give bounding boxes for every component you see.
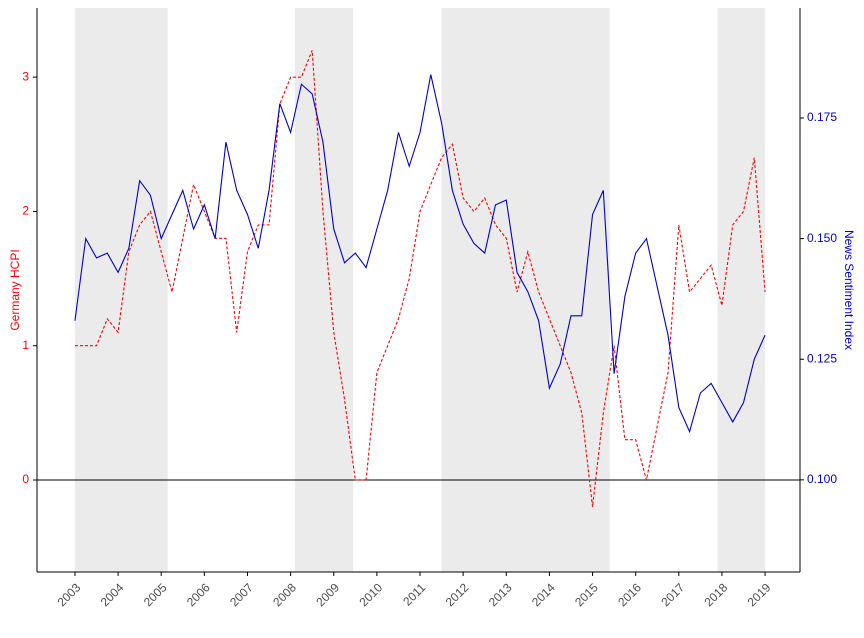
y2-tick-label: 0.150 [807, 231, 837, 245]
y-tick-label: 0 [22, 472, 29, 486]
x-tick-label: 2003 [55, 580, 84, 609]
y2-tick-label: 0.100 [807, 472, 837, 486]
x-tick-label: 2015 [572, 580, 601, 609]
x-tick-label: 2005 [141, 580, 170, 609]
shaded-period [441, 8, 610, 572]
y2-tick-label: 0.175 [807, 110, 837, 124]
x-tick-label: 2016 [615, 580, 644, 609]
y2-tick-label: 0.125 [807, 351, 837, 365]
x-tick-label: 2008 [270, 580, 299, 609]
x-tick-label: 2013 [486, 580, 515, 609]
y-tick-label: 1 [22, 338, 29, 352]
x-tick-label: 2014 [529, 580, 558, 609]
series-line [74, 74, 766, 434]
shaded-period [294, 8, 354, 572]
x-tick-label: 2007 [227, 580, 256, 609]
x-tick-label: 2012 [443, 580, 472, 609]
shaded-period [74, 8, 168, 572]
series-line [74, 50, 766, 507]
x-tick-label: 2011 [400, 580, 428, 608]
y-axis-title: Germany HCPI [8, 249, 22, 330]
y-tick-label: 3 [22, 69, 29, 83]
y-tick-label: 2 [22, 204, 29, 218]
shaded-period [717, 8, 766, 572]
x-tick-label: 2018 [702, 580, 731, 609]
x-tick-label: 2017 [658, 580, 687, 609]
x-tick-label: 2019 [745, 580, 774, 609]
x-tick-label: 2006 [184, 580, 213, 609]
x-tick-label: 2009 [313, 580, 342, 609]
x-tick-label: 2010 [356, 580, 385, 609]
y2-axis-title: News Sentiment Index [842, 230, 856, 350]
x-tick-label: 2004 [98, 580, 127, 609]
